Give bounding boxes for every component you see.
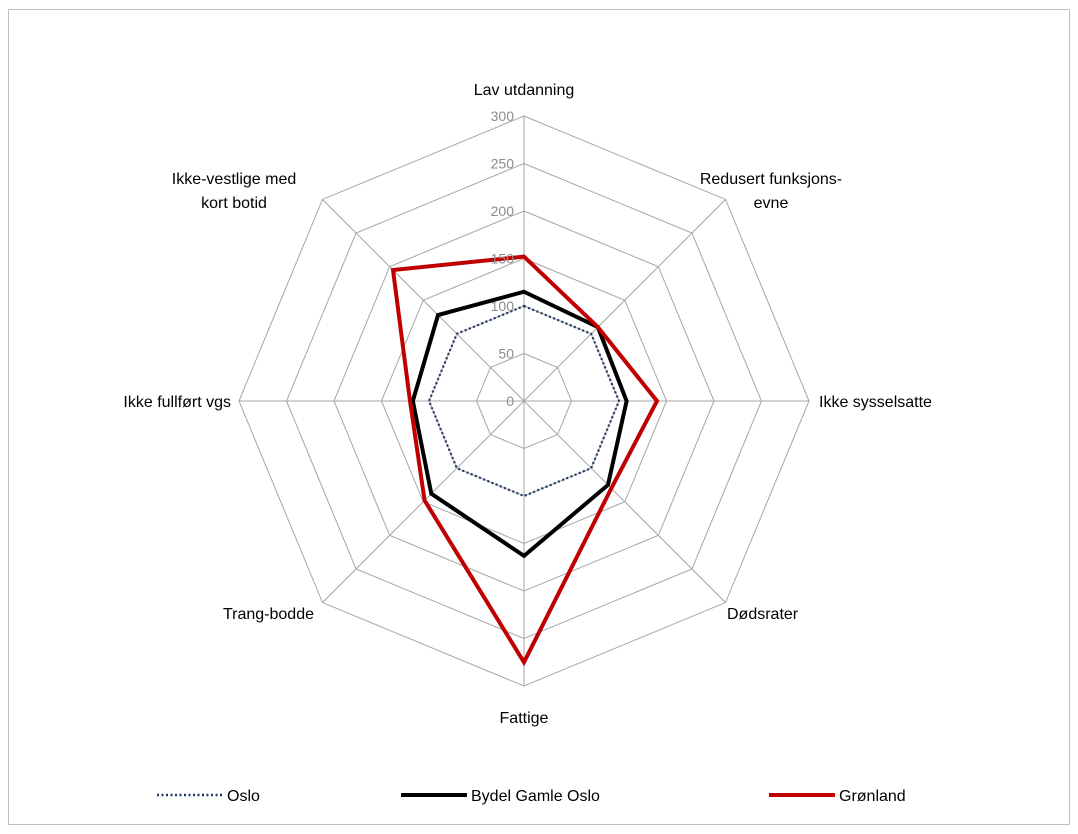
legend-label-2: Grønland [839,788,906,805]
axis-label-line: Ikke-vestlige med [172,171,297,188]
series-layer [390,254,660,667]
series-bydel-gamle-oslo [410,289,629,559]
tick-label-250: 250 [491,156,515,172]
legend-label-0: Oslo [227,788,260,805]
chart-frame: 0 50 100 150 200 250 300 Lav utdanning Redusert… [8,9,1070,825]
spoke-1 [523,199,726,402]
tick-label-100: 100 [491,298,515,314]
tick-label-300: 300 [491,108,515,124]
axis-label-0: Lav utdanning [474,82,575,99]
grid [238,115,810,687]
spoke-3 [523,400,726,603]
axis-label-line: Lav utdanning [474,82,575,99]
axis-label-4: Fattige [500,710,549,727]
axis-label-line: Fattige [500,710,549,727]
axis-label-2: Ikke sysselsatte [819,394,932,411]
tick-label-0: 0 [506,393,514,409]
axis-label-line: Trang-bodde [223,606,314,623]
axis-label-line: kort botid [201,195,267,212]
axis-label-1: Redusert funksjons-evne [700,171,842,212]
tick-labels: 0 50 100 150 200 250 300 [491,108,515,409]
axis-label-line: evne [754,195,789,212]
axis-label-3: Dødsrater [727,606,799,623]
axis-labels: Lav utdanning Redusert funksjons-evne Ikke… [123,82,932,727]
tick-label-200: 200 [491,203,515,219]
tick-label-50: 50 [498,346,514,362]
axis-label-line: Ikke sysselsatte [819,394,932,411]
spoke-7 [322,199,525,402]
axis-label-5: Trang-bodde [223,606,314,623]
legend-label-1: Bydel Gamle Oslo [471,788,600,805]
axis-label-line: Ikke fullført vgs [123,394,231,411]
axis-label-6: Ikke fullført vgs [123,394,231,411]
radar-chart: 0 50 100 150 200 250 300 Lav utdanning Redusert… [123,82,932,805]
axis-label-7: Ikke-vestlige med kort botid [172,171,297,212]
series-grønland [390,254,660,667]
axis-label-line: Redusert funksjons- [700,171,842,188]
tick-label-150: 150 [491,251,515,267]
legend: Oslo Bydel Gamle Oslo Grønland [157,788,906,805]
axis-label-line: Dødsrater [727,606,799,623]
